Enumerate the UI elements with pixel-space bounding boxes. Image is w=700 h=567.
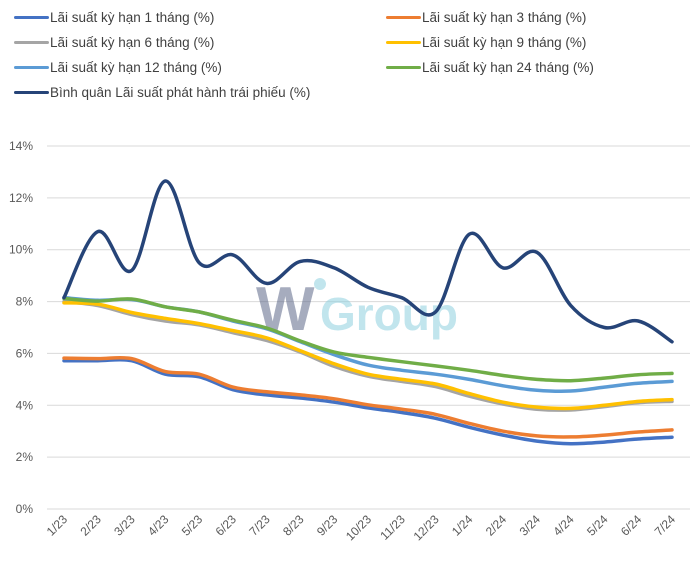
y-axis-ticks: 0% 2% 4% 6% 8% 10% 12% 14% [9, 139, 33, 516]
x-tick-label: 6/24 [618, 512, 645, 539]
legend-swatch [14, 15, 49, 20]
x-tick-label: 3/23 [111, 512, 138, 539]
legend-label: Lãi suất kỳ hạn 1 tháng (%) [50, 10, 215, 25]
y-tick-label: 12% [9, 191, 33, 205]
y-tick-label: 2% [16, 450, 34, 464]
legend-swatch [14, 65, 49, 70]
legend-item: Lãi suất kỳ hạn 12 tháng (%) [14, 60, 222, 75]
legend-label: Lãi suất kỳ hạn 24 tháng (%) [422, 60, 594, 75]
x-tick-label: 7/24 [652, 512, 679, 539]
x-tick-label: 9/23 [314, 512, 341, 539]
x-tick-label: 3/24 [517, 512, 544, 539]
legend-label: Bình quân Lãi suất phát hành trái phiếu … [50, 85, 311, 100]
x-tick-label: 5/23 [179, 512, 206, 539]
x-tick-label: 10/23 [343, 512, 374, 543]
watermark-logo: W Group [256, 275, 458, 344]
x-tick-label: 12/23 [411, 512, 442, 543]
x-tick-label: 5/24 [584, 512, 611, 539]
x-tick-label: 6/23 [213, 512, 240, 539]
legend-swatch [386, 65, 421, 70]
legend-label: Lãi suất kỳ hạn 6 tháng (%) [50, 35, 215, 50]
legend-item: Bình quân Lãi suất phát hành trái phiếu … [14, 85, 310, 100]
legend-item: Lãi suất kỳ hạn 6 tháng (%) [14, 35, 214, 50]
watermark-group: Group [320, 288, 458, 340]
y-tick-label: 10% [9, 243, 33, 257]
y-tick-label: 8% [16, 295, 34, 309]
series-lines [62, 179, 674, 446]
series-line-6 [62, 296, 674, 383]
series-line-1 [62, 357, 674, 446]
legend-swatch [386, 15, 421, 20]
x-tick-label: 2/24 [483, 512, 510, 539]
watermark-w: W [256, 275, 315, 344]
x-tick-label: 1/23 [44, 512, 71, 539]
series-line-4 [62, 301, 674, 411]
y-tick-label: 14% [9, 139, 33, 153]
legend-item: Lãi suất kỳ hạn 3 tháng (%) [386, 10, 586, 25]
x-tick-label: 1/24 [449, 512, 476, 539]
x-axis-ticks: 1/23 2/23 3/23 4/23 5/23 6/23 7/23 8/23 9/23 10/2… [44, 512, 679, 543]
legend-label: Lãi suất kỳ hạn 9 tháng (%) [422, 35, 587, 50]
legend-label: Lãi suất kỳ hạn 12 tháng (%) [50, 60, 222, 75]
x-tick-label: 4/23 [145, 512, 172, 539]
y-tick-label: 6% [16, 346, 34, 360]
legend-item: Lãi suất kỳ hạn 24 tháng (%) [386, 60, 594, 75]
x-tick-label: 7/23 [246, 512, 273, 539]
y-tick-label: 0% [16, 502, 34, 516]
y-tick-label: 4% [16, 398, 34, 412]
legend-swatch [386, 40, 421, 45]
legend-label: Lãi suất kỳ hạn 3 tháng (%) [422, 10, 587, 25]
x-tick-label: 11/23 [377, 512, 408, 543]
legend-swatch [14, 90, 49, 95]
legend-swatch [14, 40, 49, 45]
x-tick-label: 4/24 [550, 512, 577, 539]
x-tick-label: 2/23 [77, 512, 104, 539]
series-line-2 [62, 355, 674, 439]
series-line-7 [62, 179, 674, 344]
legend-item: Lãi suất kỳ hạn 1 tháng (%) [14, 10, 214, 25]
legend-item: Lãi suất kỳ hạn 9 tháng (%) [386, 35, 586, 50]
x-tick-label: 8/23 [280, 512, 307, 539]
watermark-dot [314, 278, 326, 290]
